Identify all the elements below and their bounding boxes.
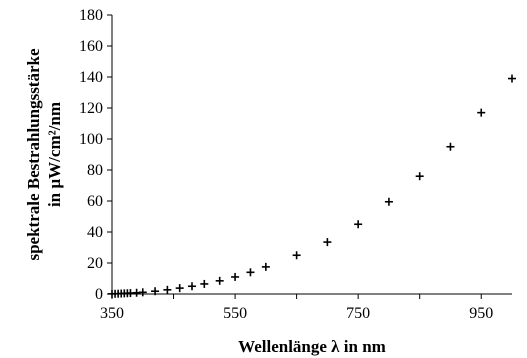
data-point <box>246 268 255 277</box>
y-tick-label: 160 <box>79 38 103 55</box>
data-point <box>175 284 184 293</box>
data-point <box>200 279 209 288</box>
data-point <box>446 142 455 151</box>
axes <box>111 15 512 295</box>
y-tick-label: 0 <box>95 286 103 303</box>
data-point <box>261 262 270 271</box>
data-point <box>384 197 393 206</box>
x-tick-label: 750 <box>346 305 370 322</box>
x-tick-label: 550 <box>223 305 247 322</box>
data-point <box>323 238 332 247</box>
y-tick-label: 100 <box>79 131 103 148</box>
y-tick-label: 180 <box>79 7 103 24</box>
y-axis-title-line-1: spektrale Bestrahlungsstärke <box>24 48 43 260</box>
y-axis-ticks: 0 20 40 60 80 100 120 140 160 180 <box>79 7 112 303</box>
x-tick-label: 350 <box>100 305 124 322</box>
data-point <box>163 285 172 294</box>
x-axis-title: Wellenlänge λ in nm <box>238 337 386 356</box>
data-points <box>108 74 516 298</box>
data-point <box>415 172 424 181</box>
data-point <box>138 288 147 297</box>
y-tick-label: 40 <box>87 224 103 241</box>
y-tick-label: 140 <box>79 69 103 86</box>
y-tick-label: 60 <box>87 193 103 210</box>
data-point <box>354 220 363 229</box>
data-point <box>188 282 196 291</box>
data-point <box>231 272 240 281</box>
y-axis-title-line-2: in µW/cm²/nm <box>45 102 64 207</box>
data-point <box>477 108 486 117</box>
x-tick-label: 950 <box>469 305 493 322</box>
data-point <box>215 276 224 285</box>
data-point <box>292 251 301 260</box>
y-tick-label: 20 <box>87 255 103 272</box>
data-point <box>508 74 516 83</box>
y-tick-label: 80 <box>87 162 103 179</box>
data-point <box>151 287 160 296</box>
y-tick-label: 120 <box>79 100 103 117</box>
x-axis-ticks: 350 550 750 950 <box>100 294 493 322</box>
